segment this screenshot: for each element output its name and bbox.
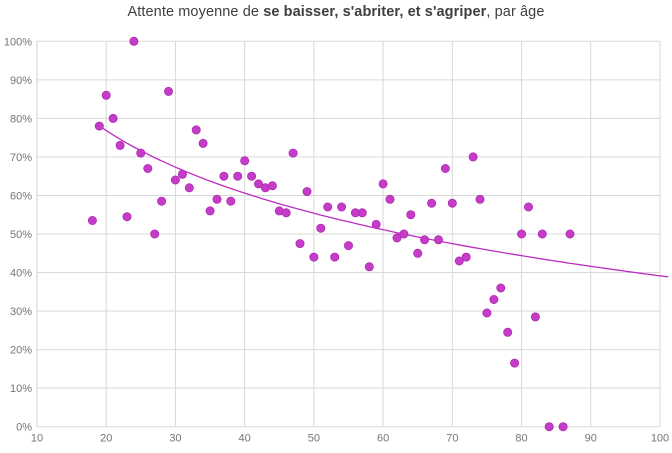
data-point[interactable] [399, 229, 409, 239]
data-point[interactable] [212, 194, 222, 204]
data-point[interactable] [108, 113, 118, 123]
data-point[interactable] [530, 312, 540, 322]
data-point[interactable] [337, 202, 347, 212]
chart-title-suffix: , par âge [486, 4, 545, 20]
data-point[interactable] [233, 171, 243, 181]
data-point[interactable] [406, 210, 416, 220]
data-point[interactable] [343, 241, 353, 251]
data-point[interactable] [544, 422, 554, 432]
y-tick-label: 40% [10, 268, 32, 280]
x-tick-label: 30 [169, 433, 181, 445]
data-point[interactable] [503, 327, 513, 337]
data-point[interactable] [302, 187, 312, 197]
data-point[interactable] [295, 239, 305, 249]
data-point[interactable] [129, 36, 139, 46]
data-point[interactable] [143, 163, 153, 173]
data-point[interactable] [122, 212, 132, 222]
data-point[interactable] [136, 148, 146, 158]
data-point[interactable] [537, 229, 547, 239]
data-point[interactable] [163, 86, 173, 96]
data-point[interactable] [558, 422, 568, 432]
y-tick-label: 0% [16, 422, 32, 434]
x-tick-label: 70 [446, 433, 458, 445]
data-point[interactable] [427, 198, 437, 208]
data-point[interactable] [461, 252, 471, 262]
data-point[interactable] [482, 308, 492, 318]
data-point[interactable] [433, 235, 443, 245]
x-tick-label: 10 [31, 433, 43, 445]
y-tick-label: 20% [10, 345, 32, 357]
data-point[interactable] [413, 248, 423, 258]
data-point[interactable] [447, 198, 457, 208]
x-tick-label: 40 [239, 433, 251, 445]
data-point[interactable] [364, 262, 374, 272]
data-point[interactable] [371, 219, 381, 229]
data-point[interactable] [198, 138, 208, 148]
data-point[interactable] [468, 152, 478, 162]
data-point[interactable] [115, 140, 125, 150]
data-point[interactable] [101, 90, 111, 100]
y-tick-label: 50% [10, 229, 32, 241]
chart-title-prefix: Attente moyenne de [127, 4, 264, 20]
data-point[interactable] [205, 206, 215, 216]
y-tick-label: 70% [10, 152, 32, 164]
data-point[interactable] [157, 196, 167, 206]
data-point[interactable] [240, 156, 250, 166]
data-point[interactable] [517, 229, 527, 239]
x-tick-label: 60 [377, 433, 389, 445]
data-point[interactable] [87, 215, 97, 225]
data-point[interactable] [94, 121, 104, 131]
data-point[interactable] [378, 179, 388, 189]
data-point[interactable] [191, 125, 201, 135]
data-point[interactable] [524, 202, 534, 212]
trend-line[interactable] [97, 124, 669, 278]
x-tick-label: 90 [585, 433, 597, 445]
x-tick-label: 80 [515, 433, 527, 445]
data-point[interactable] [330, 252, 340, 262]
data-point[interactable] [309, 252, 319, 262]
x-tick-label: 100 [651, 433, 669, 445]
x-tick-label: 20 [100, 433, 112, 445]
data-point[interactable] [177, 169, 187, 179]
data-point[interactable] [219, 171, 229, 181]
data-point[interactable] [489, 294, 499, 304]
data-point[interactable] [253, 179, 263, 189]
data-point[interactable] [247, 171, 257, 181]
y-tick-label: 30% [10, 306, 32, 318]
data-point[interactable] [267, 181, 277, 191]
data-point[interactable] [184, 183, 194, 193]
data-point[interactable] [565, 229, 575, 239]
data-point[interactable] [226, 196, 236, 206]
chart-title: Attente moyenne de se baisser, s'abriter… [0, 4, 672, 20]
data-point[interactable] [357, 208, 367, 218]
data-point[interactable] [440, 163, 450, 173]
data-point[interactable] [510, 358, 520, 368]
data-point[interactable] [150, 229, 160, 239]
data-point[interactable] [475, 194, 485, 204]
data-point[interactable] [281, 208, 291, 218]
x-tick-label: 50 [308, 433, 320, 445]
y-tick-label: 10% [10, 383, 32, 395]
chart-title-bold: se baisser, s'abriter, et s'agriper [263, 4, 487, 20]
y-tick-label: 80% [10, 113, 32, 125]
data-point[interactable] [454, 256, 464, 266]
data-point[interactable] [392, 233, 402, 243]
data-point[interactable] [323, 202, 333, 212]
data-point[interactable] [420, 235, 430, 245]
data-point[interactable] [385, 194, 395, 204]
data-point[interactable] [170, 175, 180, 185]
y-tick-label: 90% [10, 75, 32, 87]
y-tick-label: 60% [10, 190, 32, 202]
data-point[interactable] [316, 223, 326, 233]
data-point[interactable] [288, 148, 298, 158]
data-point[interactable] [496, 283, 506, 293]
y-tick-label: 100% [4, 36, 32, 48]
